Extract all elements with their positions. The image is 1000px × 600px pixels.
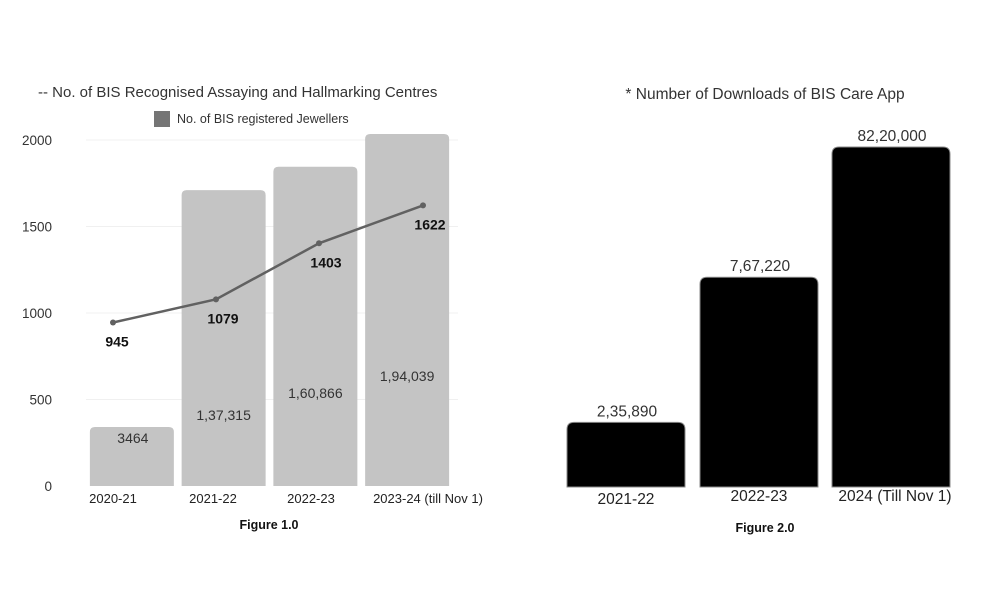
fig1-y-axis: 0 500 1000 1500 2000	[22, 133, 52, 494]
x-category-label: 2022-23	[287, 491, 335, 506]
jewellers-value-label: 1,60,866	[288, 385, 343, 401]
x-category-label: 2021-22	[598, 491, 655, 508]
downloads-value-label: 7,67,220	[730, 258, 791, 275]
x-category-label: 2020-21	[89, 491, 137, 506]
downloads-value-label: 2,35,890	[597, 403, 658, 420]
x-category-label: 2022-23	[731, 488, 788, 505]
centres-value-label: 945	[105, 334, 129, 350]
fig1-bar-labels: 3464 1,37,315 1,60,866 1,94,039	[117, 368, 434, 446]
centres-value-label: 1622	[414, 216, 445, 232]
jewellers-bar	[365, 134, 450, 486]
jewellers-value-label: 1,37,315	[196, 407, 251, 423]
downloads-value-label: 82,20,000	[858, 128, 927, 145]
downloads-bar	[566, 421, 686, 488]
fig1-line-labels: 945 1079 1403 1622	[105, 216, 445, 349]
x-category-label: 2021-22	[189, 491, 237, 506]
centres-value-label: 1079	[207, 310, 238, 326]
fig1-bars	[89, 134, 450, 486]
fig1-caption: Figure 1.0	[239, 518, 298, 532]
figure-2: * Number of Downloads of BIS Care App 2,…	[566, 86, 952, 535]
y-tick-label: 1000	[22, 306, 52, 321]
fig1-line-series-title: -- No. of BIS Recognised Assaying and Ha…	[38, 84, 437, 101]
legend-square-icon	[154, 111, 170, 127]
x-category-label: 2023-24 (till Nov 1)	[373, 491, 483, 506]
fig2-bar-labels: 2,35,890 7,67,220 82,20,000	[597, 128, 927, 420]
centres-line	[112, 204, 424, 324]
fig2-title: * Number of Downloads of BIS Care App	[625, 86, 904, 103]
fig2-x-axis: 2021-22 2022-23 2024 (Till Nov 1)	[598, 488, 952, 508]
jewellers-bar	[273, 166, 358, 486]
y-tick-label: 2000	[22, 133, 52, 148]
fig1-legend-label: No. of BIS registered Jewellers	[177, 112, 349, 126]
centres-value-label: 1403	[310, 254, 341, 270]
fig1-x-axis: 2020-21 2021-22 2022-23 2023-24 (till Nov 1…	[89, 491, 483, 506]
centres-point	[420, 202, 426, 209]
fig1-line	[110, 202, 426, 326]
downloads-bar	[831, 146, 951, 488]
centres-point	[316, 240, 322, 247]
jewellers-bar	[181, 190, 266, 486]
centres-point	[213, 296, 219, 303]
fig2-caption: Figure 2.0	[735, 521, 794, 535]
centres-point	[110, 319, 116, 326]
downloads-bar	[699, 276, 819, 488]
jewellers-bar	[89, 427, 174, 486]
figure-1: -- No. of BIS Recognised Assaying and Ha…	[22, 84, 483, 532]
x-category-label: 2024 (Till Nov 1)	[838, 488, 951, 505]
y-tick-label: 500	[29, 393, 52, 408]
y-tick-label: 0	[44, 479, 52, 494]
fig2-bars	[566, 146, 951, 488]
y-tick-label: 1500	[22, 220, 52, 235]
jewellers-value-label: 1,94,039	[380, 368, 435, 384]
jewellers-value-label: 3464	[117, 430, 148, 446]
